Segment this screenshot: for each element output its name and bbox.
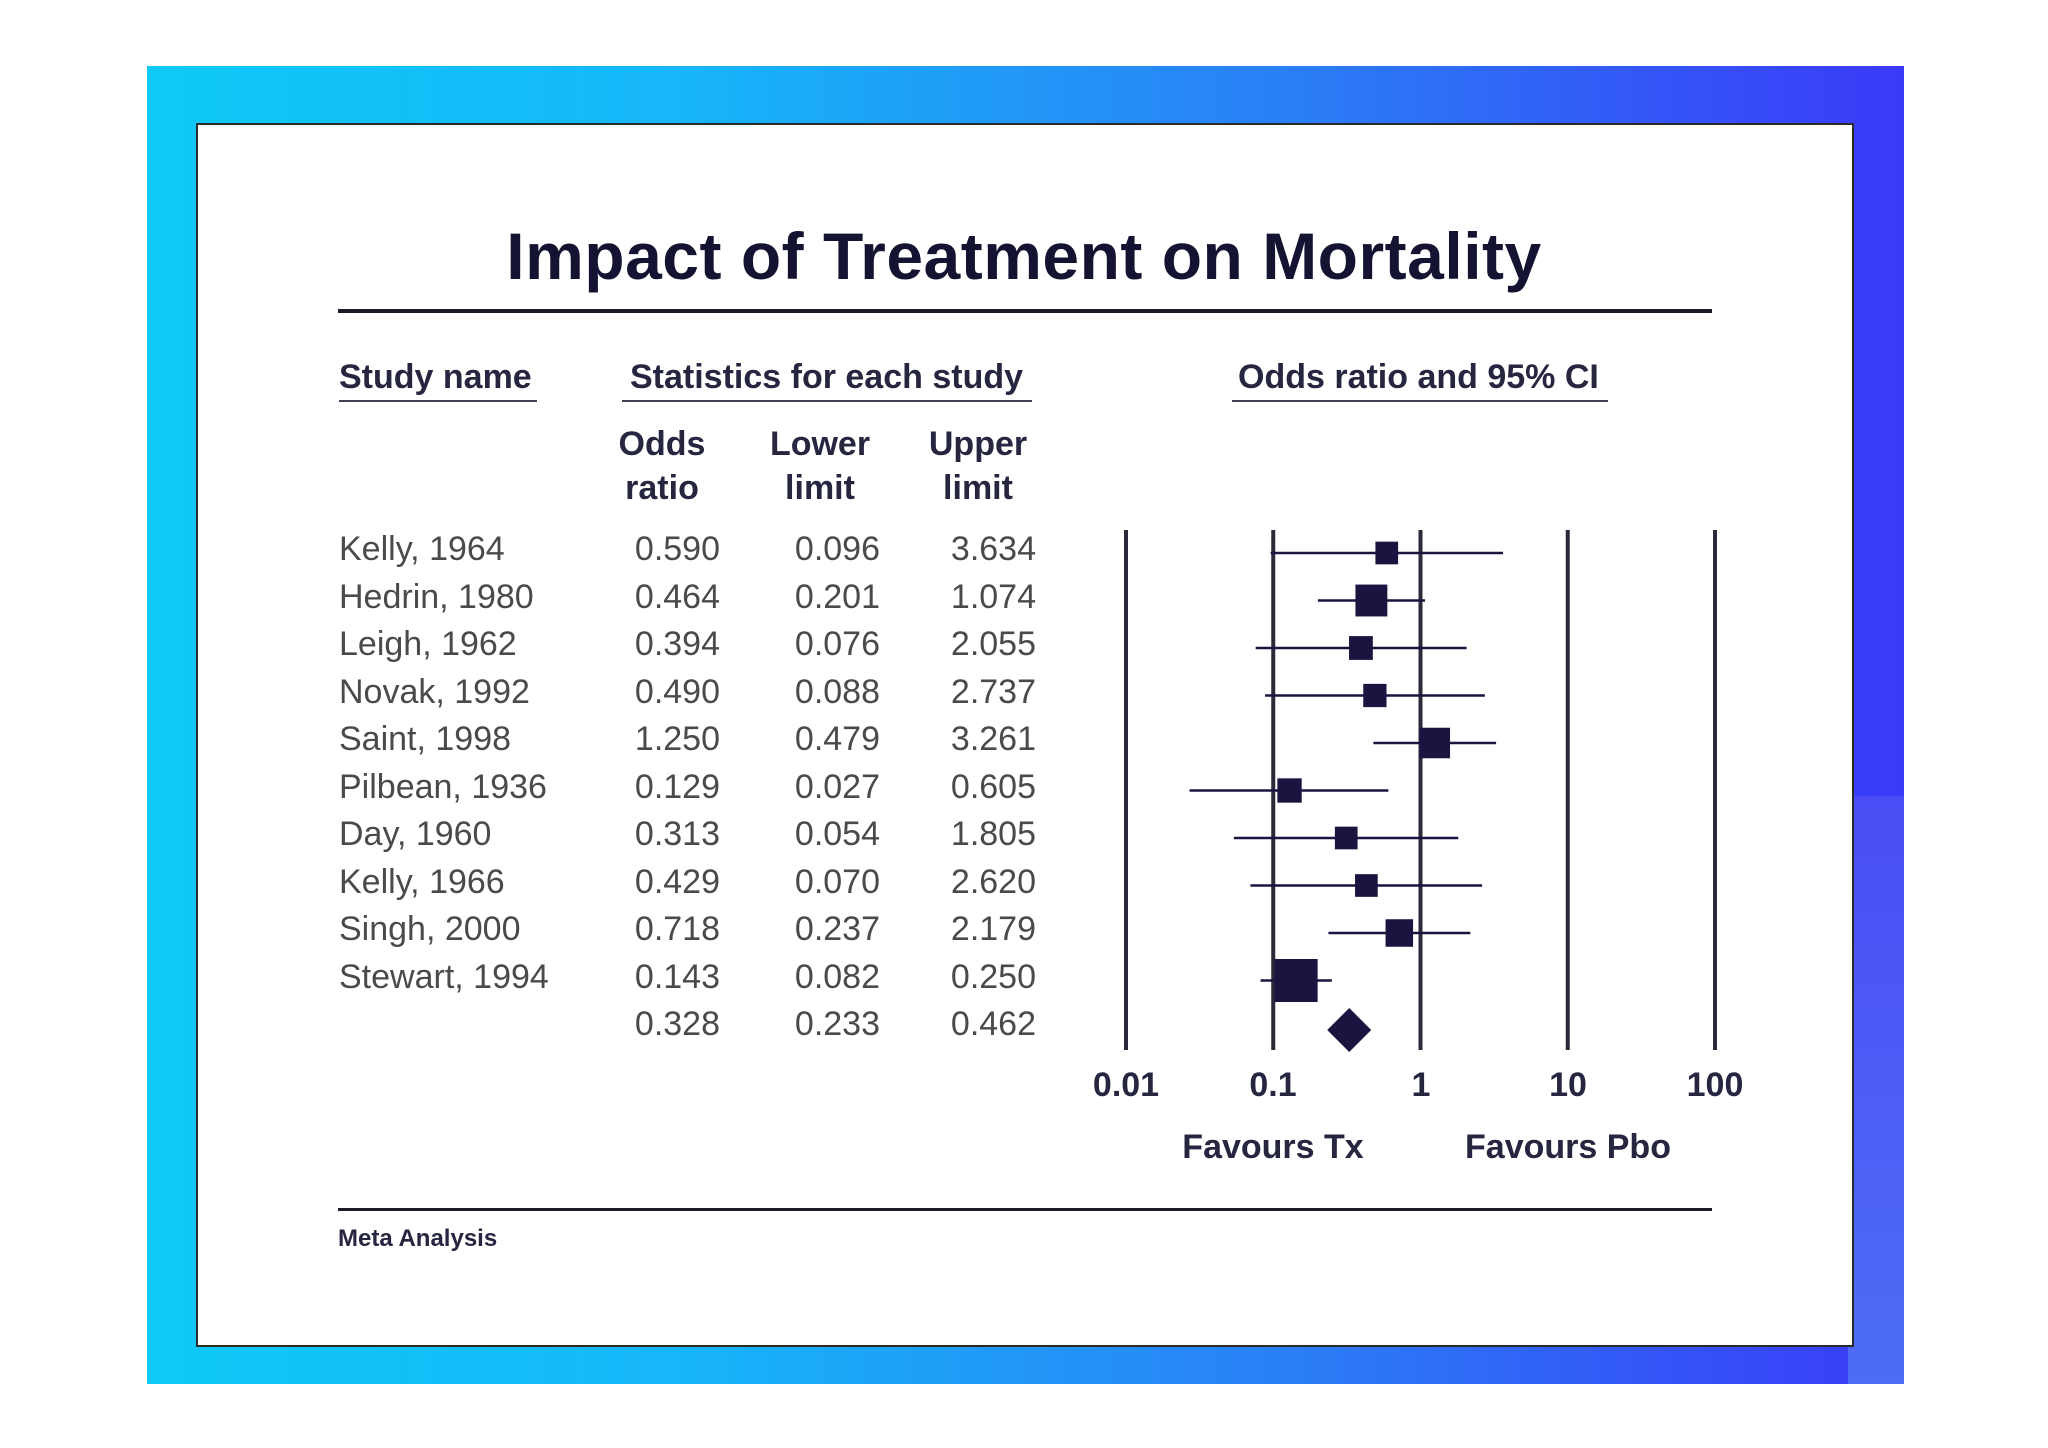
x-tick-label-10: 10 xyxy=(1549,1066,1587,1104)
study-name: Hedrin, 1980 xyxy=(339,577,534,616)
footer-label: Meta Analysis xyxy=(338,1225,498,1252)
favours-treatment-label: Favours Tx xyxy=(1182,1128,1364,1166)
header-statistics-underline xyxy=(622,400,1032,402)
effect-marker xyxy=(1349,636,1373,660)
upper-limit-value: 2.737 xyxy=(950,672,1036,711)
study-name: Singh, 2000 xyxy=(339,910,521,948)
header-study-name-underline xyxy=(339,400,537,402)
summary-odds-ratio-value: 0.328 xyxy=(634,1005,720,1043)
upper-limit-value: 3.634 xyxy=(950,530,1036,568)
study-name: Kelly, 1966 xyxy=(339,862,505,901)
subheader-odds-ratio: Odds ratio xyxy=(602,422,722,510)
odds-ratio-value: 0.313 xyxy=(634,815,720,853)
lower-limit-value: 0.076 xyxy=(794,625,880,663)
x-tick-label-1: 1 xyxy=(1411,1066,1431,1104)
title-rule xyxy=(338,309,1712,313)
effect-marker xyxy=(1277,778,1302,803)
effect-marker xyxy=(1334,826,1358,850)
header-statistics: Statistics for each study xyxy=(630,358,1024,396)
favours-placebo-label: Favours Pbo xyxy=(1465,1128,1671,1166)
subheader-upper-limit: Upper limit xyxy=(913,422,1043,510)
upper-limit-value: 1.074 xyxy=(950,577,1036,616)
subheader-lower-limit: Lower limit xyxy=(755,422,885,510)
summary-lower-limit-value: 0.233 xyxy=(794,1005,880,1043)
footer-rule xyxy=(338,1208,1712,1211)
odds-ratio-value: 0.129 xyxy=(634,767,720,806)
effect-marker xyxy=(1363,683,1387,708)
study-name: Day, 1960 xyxy=(339,815,492,853)
subheader-lower-limit-line1: Lower xyxy=(769,425,871,463)
x-tick-label-0.1: 0.1 xyxy=(1249,1066,1297,1104)
slide-frame xyxy=(196,123,1854,1347)
odds-ratio-value: 0.429 xyxy=(634,862,720,901)
effect-marker xyxy=(1355,584,1388,617)
header-plot: Odds ratio and 95% CI xyxy=(1238,358,1599,396)
summary-diamond xyxy=(1327,1008,1372,1052)
odds-ratio-value: 0.394 xyxy=(634,625,720,663)
upper-limit-value: 0.605 xyxy=(950,767,1036,806)
lower-limit-value: 0.479 xyxy=(794,720,880,758)
study-name: Novak, 1992 xyxy=(339,672,530,711)
subheader-lower-limit-line2: limit xyxy=(785,469,855,507)
study-name: Pilbean, 1936 xyxy=(339,767,547,806)
subheader-odds-ratio-line2: ratio xyxy=(625,469,699,507)
study-name: Leigh, 1962 xyxy=(339,625,517,663)
effect-marker xyxy=(1274,959,1318,1002)
upper-limit-value: 2.179 xyxy=(950,910,1036,948)
subheader-odds-ratio-line1: Odds xyxy=(618,425,706,463)
summary-upper-limit-value: 0.462 xyxy=(950,1005,1036,1043)
odds-ratio-value: 0.490 xyxy=(634,672,720,711)
study-name: Saint, 1998 xyxy=(339,720,512,758)
effect-marker xyxy=(1355,874,1378,897)
lower-limit-value: 0.082 xyxy=(794,957,880,996)
study-name: Stewart, 1994 xyxy=(339,957,549,996)
lower-limit-value: 0.201 xyxy=(794,577,880,616)
lower-limit-value: 0.054 xyxy=(794,815,880,853)
x-tick-label-0.01: 0.01 xyxy=(1092,1066,1160,1104)
upper-limit-value: 0.250 xyxy=(950,957,1036,996)
lower-limit-value: 0.027 xyxy=(794,767,880,806)
upper-limit-value: 3.261 xyxy=(950,720,1036,758)
upper-limit-value: 2.620 xyxy=(950,862,1036,901)
study-name: Kelly, 1964 xyxy=(339,530,505,568)
odds-ratio-value: 0.464 xyxy=(634,577,720,616)
lower-limit-value: 0.237 xyxy=(794,910,880,948)
slide-title: Impact of Treatment on Mortality xyxy=(506,219,1542,293)
lower-limit-value: 0.096 xyxy=(794,530,880,568)
odds-ratio-value: 1.250 xyxy=(634,720,720,758)
subheader-upper-limit-line2: limit xyxy=(943,469,1013,507)
header-study-name: Study name xyxy=(339,358,532,396)
x-tick-label-100: 100 xyxy=(1686,1066,1744,1104)
lower-limit-value: 0.088 xyxy=(794,672,880,711)
odds-ratio-value: 0.590 xyxy=(634,530,720,568)
upper-limit-value: 1.805 xyxy=(950,815,1036,853)
effect-marker xyxy=(1385,919,1414,947)
effect-marker xyxy=(1375,541,1399,565)
effect-marker xyxy=(1419,727,1451,759)
upper-limit-value: 2.055 xyxy=(950,625,1036,663)
odds-ratio-value: 0.143 xyxy=(634,957,720,996)
lower-limit-value: 0.070 xyxy=(794,862,880,901)
odds-ratio-value: 0.718 xyxy=(634,910,720,948)
header-plot-underline xyxy=(1232,400,1608,402)
subheader-upper-limit-line1: Upper xyxy=(928,425,1028,463)
